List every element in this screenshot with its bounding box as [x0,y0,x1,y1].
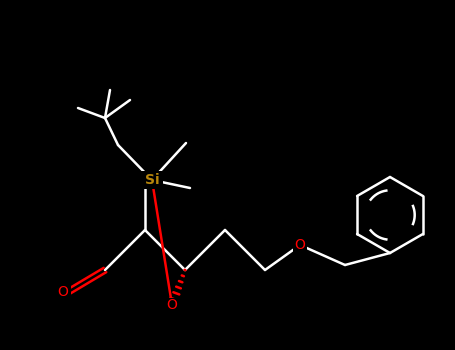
Bar [293,238,307,252]
Bar [141,171,163,189]
Text: O: O [294,238,305,252]
Text: Si: Si [145,173,159,187]
Text: O: O [58,285,68,299]
Text: O: O [167,298,177,312]
Bar [164,298,180,312]
Bar [55,285,71,299]
